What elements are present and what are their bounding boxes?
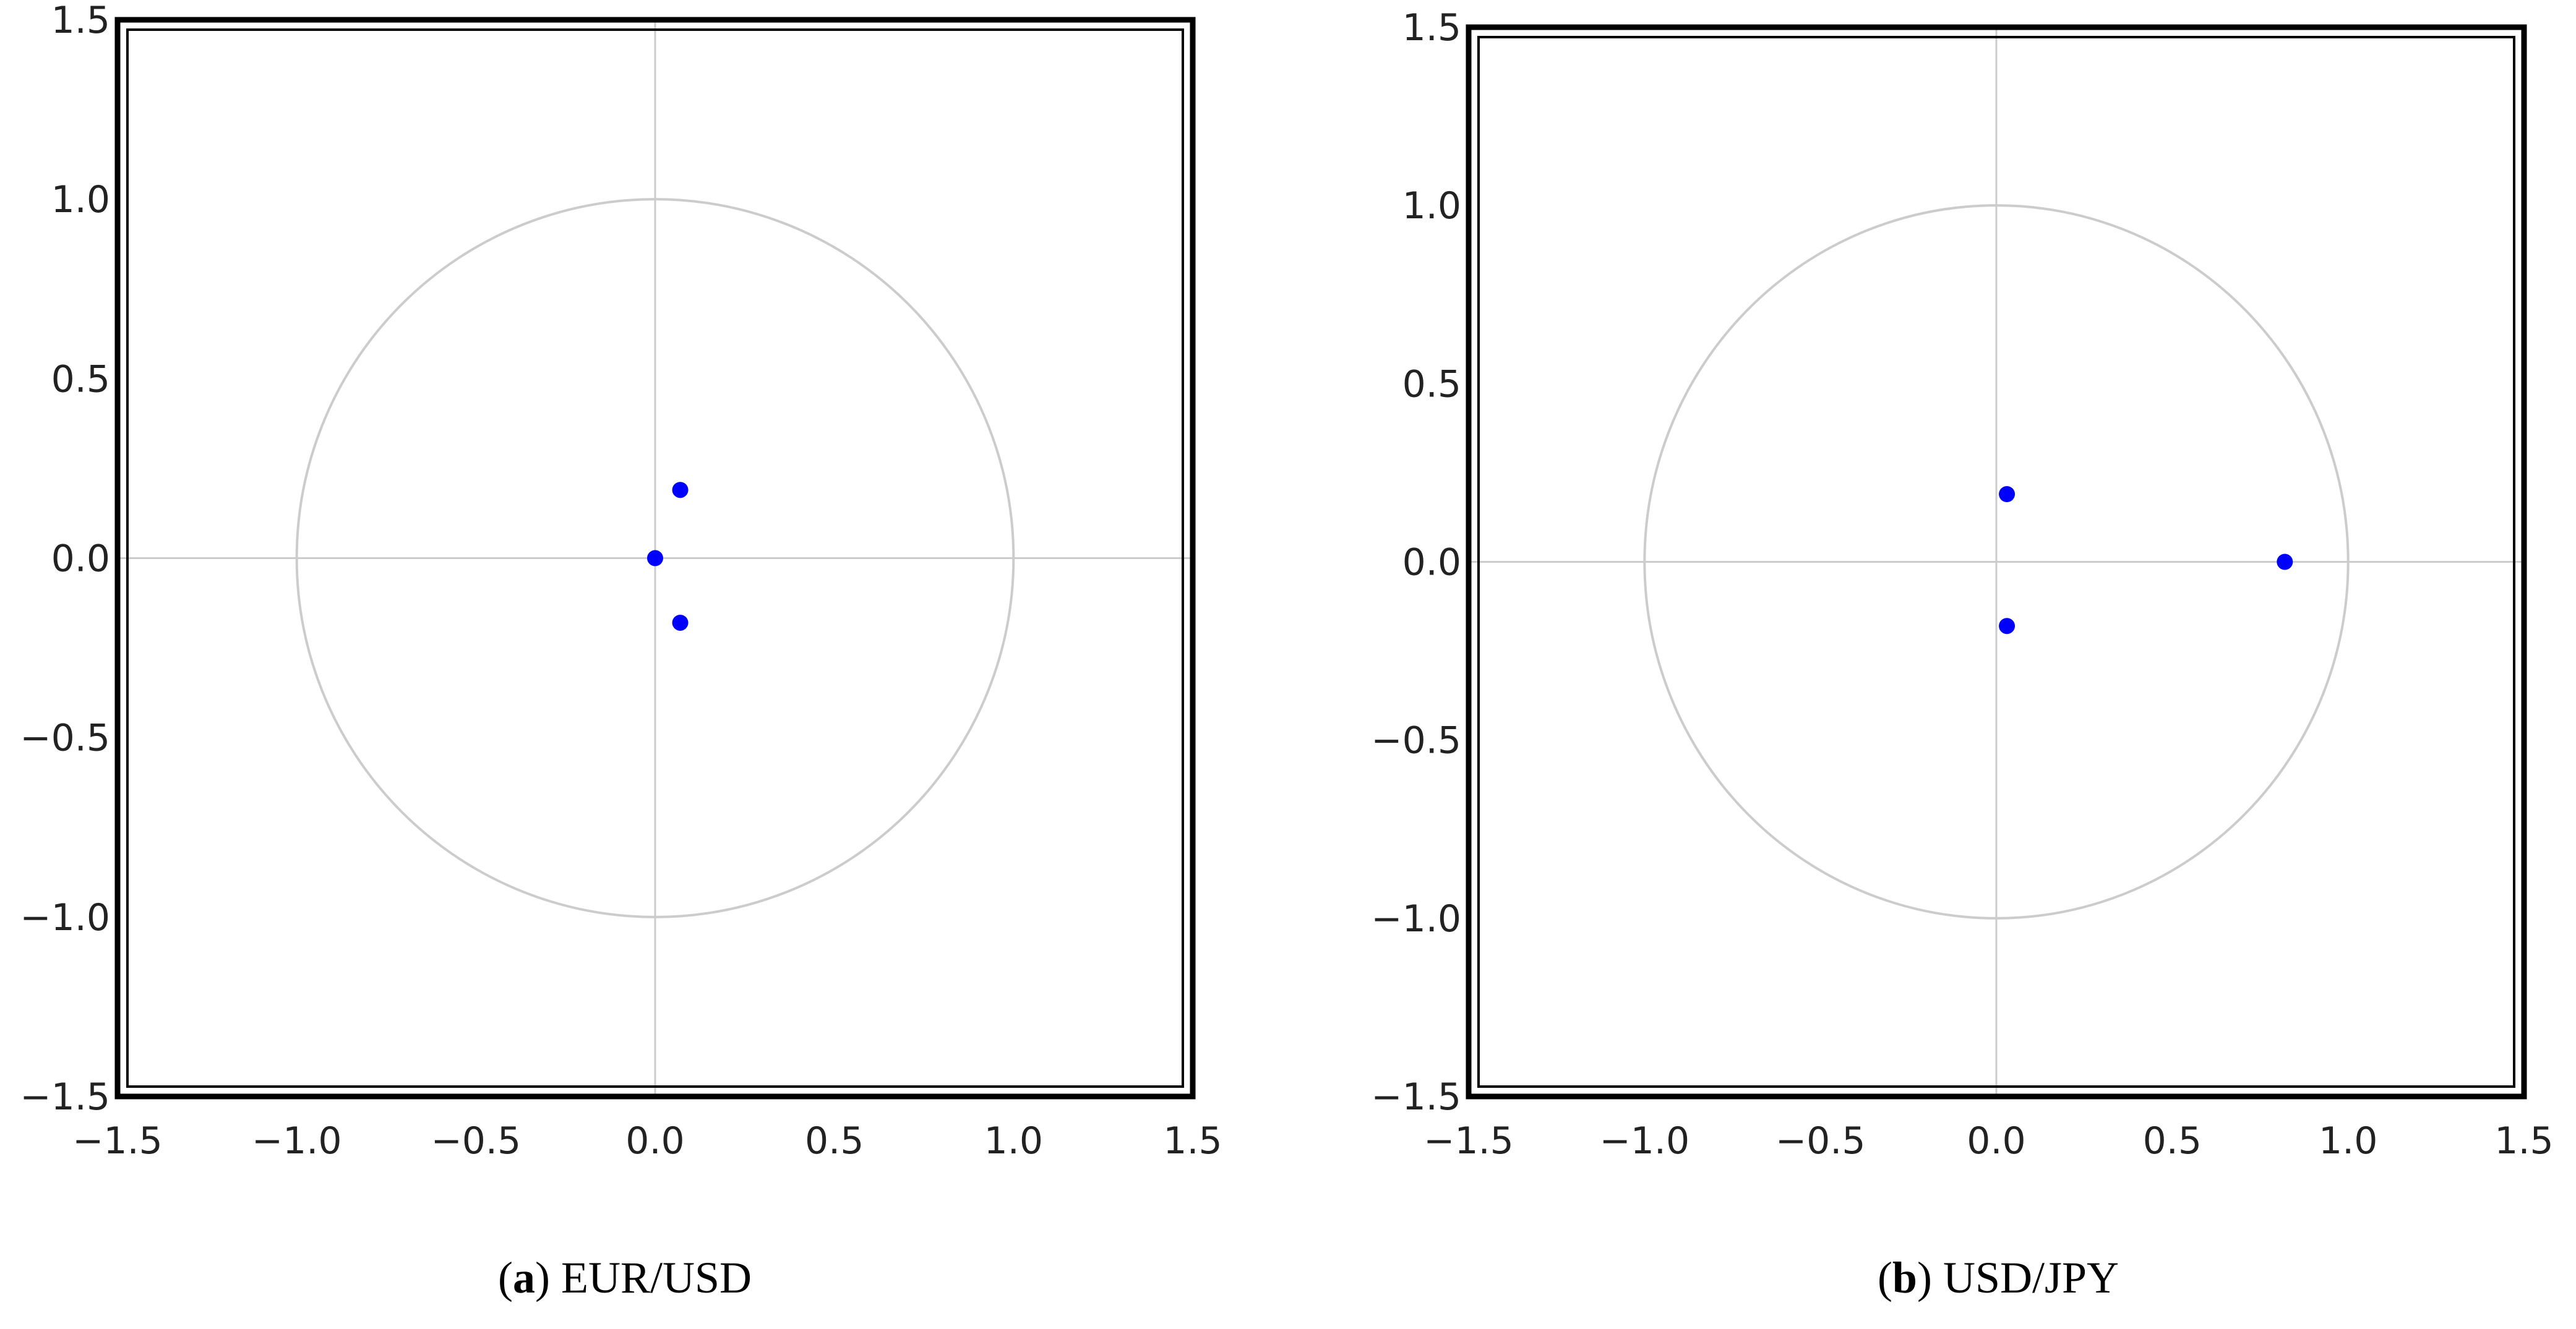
panel-a-x-tick-label: −1.5 — [72, 1119, 163, 1163]
panel-a-unit-circle — [295, 198, 1015, 918]
panel-a-chart: −1.5 −1.0 −0.5 0.0 0.5 1.0 1.5 1.5 1.0 0.5 0.0 −0.5… — [20, 0, 1222, 1163]
panel-b-data-point-1 — [1999, 485, 2016, 502]
panel-a-frame-outer — [114, 17, 1196, 1100]
panel-b-y-tick-label: 0.0 — [1402, 541, 1461, 584]
panel-b-x-tick-label: 1.5 — [2494, 1119, 2553, 1163]
panel-b-data-point-2 — [1999, 618, 2016, 635]
panel-a-x-tick-label: 0.0 — [625, 1119, 684, 1163]
panel-b-y-tick-label: 1.5 — [1402, 6, 1461, 49]
panel-a-x-tick-label: 0.5 — [805, 1119, 864, 1163]
panel-b-frame-outer — [1466, 24, 2527, 1100]
panel-b-x-tick-label: 0.0 — [1967, 1119, 2025, 1163]
panel-a-y-tick-label: 1.5 — [51, 0, 110, 42]
panel-b-x-tick-label: 1.0 — [2319, 1119, 2377, 1163]
panel-b-y-tick-label: 1.0 — [1402, 184, 1461, 228]
panel-a-frame-inner — [126, 28, 1184, 1088]
panel-a-x-tick-label: 1.5 — [1163, 1119, 1222, 1163]
panel-a-y-tick-label: −1.0 — [20, 896, 110, 939]
panel-b-caption-letter: b — [1892, 1253, 1917, 1302]
panel-b-x-tick-label: −1.0 — [1599, 1119, 1689, 1163]
panel-b-x-tick-label: 0.5 — [2143, 1119, 2202, 1163]
panel-b-y-tick-label: −0.5 — [1371, 719, 1461, 763]
panel-b-caption: (b) USD/JPY — [1877, 1253, 2119, 1302]
panel-b-x-tick-label: −0.5 — [1775, 1119, 1866, 1163]
panel-a-y-tick-label: 0.5 — [51, 357, 110, 401]
panel-b-y-tick-label: −1.0 — [1371, 897, 1461, 941]
panel-a-data-point-2 — [647, 550, 663, 566]
panel-b-unit-circle — [1643, 204, 2350, 920]
panel-a-y-tick-label: −1.5 — [20, 1075, 110, 1119]
panel-a-caption-text: EUR/USD — [560, 1253, 752, 1302]
panel-a-data-point-3 — [672, 614, 689, 631]
panel-a-y-tick-label: 0.0 — [51, 537, 110, 581]
panel-a-x-tick-label: −1.0 — [252, 1119, 342, 1163]
panel-a-data-point-1 — [672, 482, 689, 498]
panel-b-y-tick-label: −1.5 — [1371, 1075, 1461, 1119]
panel-b-y-tick-label: 0.5 — [1402, 362, 1461, 406]
panel-b-x-tick-label: −1.5 — [1423, 1119, 1514, 1163]
panel-a-caption-letter: a — [512, 1253, 535, 1302]
panel-a-y-tick-label: −0.5 — [20, 717, 110, 760]
panel-b-data-point-3 — [2277, 553, 2293, 570]
panel-b-caption-text: USD/JPY — [1943, 1253, 2119, 1302]
panel-b-frame-inner — [1477, 36, 2515, 1088]
panel-b-chart: −1.5 −1.0 −0.5 0.0 0.5 1.0 1.5 1.5 1.0 0.5 0.0 −0.5… — [1371, 6, 2553, 1163]
panel-a-x-tick-label: 1.0 — [984, 1119, 1043, 1163]
panel-a-y-tick-label: 1.0 — [51, 178, 110, 221]
panel-a-caption: (a) EUR/USD — [497, 1253, 752, 1302]
panel-a-x-tick-label: −0.5 — [431, 1119, 521, 1163]
